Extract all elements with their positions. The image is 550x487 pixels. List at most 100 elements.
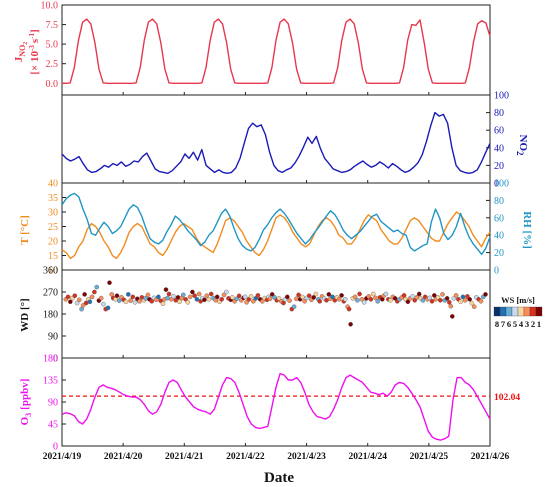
panel-frame-5 [61,357,491,447]
wd-point [214,294,220,300]
ws-colorbar-swatch [535,306,543,317]
wd-point [448,303,454,309]
wd-point [185,299,191,305]
t-tick-label: 20 [48,237,58,248]
wd-point [180,292,186,298]
wd-point [194,296,200,302]
wd-point [444,296,450,301]
wd-point [163,287,169,292]
rh-tick-label: 40 [494,231,504,242]
o3-tick-label: 135 [43,376,58,387]
wd-point [346,306,352,312]
rh-tick-label: 60 [494,213,504,224]
wd-point [171,294,176,299]
wd-point [416,291,422,297]
x-axis-title: Date [264,470,294,486]
wd-point [375,298,381,304]
jno2-tick-label: 5.0 [46,40,59,51]
wd-point [342,296,348,302]
wd-point [361,299,367,305]
wd-point [326,292,332,297]
wd-point [330,294,335,300]
wd-point [206,296,212,302]
wd-point [94,284,99,290]
panel-frame-3 [61,182,491,271]
wd-point [284,294,290,300]
wd-point [427,295,433,301]
wd-point [437,297,443,303]
wd-point [324,297,329,303]
wd-point [244,299,249,305]
ws-colorbar-label: 3 [525,319,529,329]
ws-colorbar-swatch [511,306,519,317]
wd-point [177,299,182,305]
wd-point [145,292,151,298]
wd-point [80,303,86,308]
ws-colorbar-swatch [529,306,537,317]
x-tick-label: 2021/4/26 [471,452,510,462]
rh-axis-label: RH [%] [521,211,533,249]
wd-point [175,295,181,300]
wd-point [348,321,353,327]
wd-point [302,298,307,304]
wd-point [483,292,488,297]
wd-point [107,280,112,286]
wd-point [317,298,323,304]
x-tick-label: 2021/4/19 [43,452,82,462]
no2-tick-label: 20 [494,161,504,172]
ws-colorbar-swatch [505,306,513,317]
o3-series-line [61,372,491,441]
wd-point [223,289,229,295]
wd-point [373,295,378,301]
panel-frame-2 [61,94,491,184]
t-series-line [61,211,491,260]
wd-point [420,297,426,303]
ws-colorbar-label: 8 [495,319,499,329]
wd-point [196,291,202,297]
wd-point [446,299,452,305]
ws-colorbar-label: 6 [507,319,511,329]
ws-colorbar-swatch [517,306,525,317]
panel-frame-4 [61,269,491,359]
no2-series-line [61,111,491,174]
wd-point [440,292,445,297]
wd-point [229,295,235,300]
wd-point [166,291,172,297]
wd-point [242,294,248,300]
jno2-tick-label: 10.0 [41,1,59,12]
wd-point [101,301,106,307]
wd-point [291,304,297,310]
wd-point [165,295,170,301]
wd-point [82,292,87,297]
rh-series-line [61,192,491,255]
x-tick-label: 2021/4/21 [165,452,204,462]
ws-colorbar-label: 4 [519,319,524,329]
wd-point [202,297,207,303]
wd-point [236,293,242,299]
t-tick-label: 25 [48,222,58,233]
no2-tick-label: 40 [494,143,504,154]
no2-tick-label: 80 [494,108,504,119]
x-tick-label: 2021/4/20 [104,452,143,462]
wd-point [87,299,93,305]
wd-point [462,297,468,303]
panel-t-rh: 10 15 20 25 30 35 40 0 20 40 60 80 100 [48,179,509,277]
ws-colorbar-label: 5 [513,319,517,329]
wd-point [287,298,292,303]
wd-point [336,296,342,302]
jno2-axis-units: [× 10-3s-1] [28,29,41,74]
no2-tick-label: 0 [494,179,499,190]
x-axis: 2021/4/19 2021/4/20 2021/4/21 2021/4/22 2021… [43,92,510,462]
ws-colorbar-title: WS [m/s] [501,295,535,305]
x-tick-label: 2021/4/23 [287,452,326,462]
wd-point [429,298,435,304]
panel-wd: 0 90 180 270 360 [43,266,488,365]
wd-point [130,294,136,300]
wd-point [137,298,142,304]
wd-point [383,291,389,297]
wd-point [357,291,362,297]
wd-point [293,296,299,302]
wd-point [458,299,463,305]
